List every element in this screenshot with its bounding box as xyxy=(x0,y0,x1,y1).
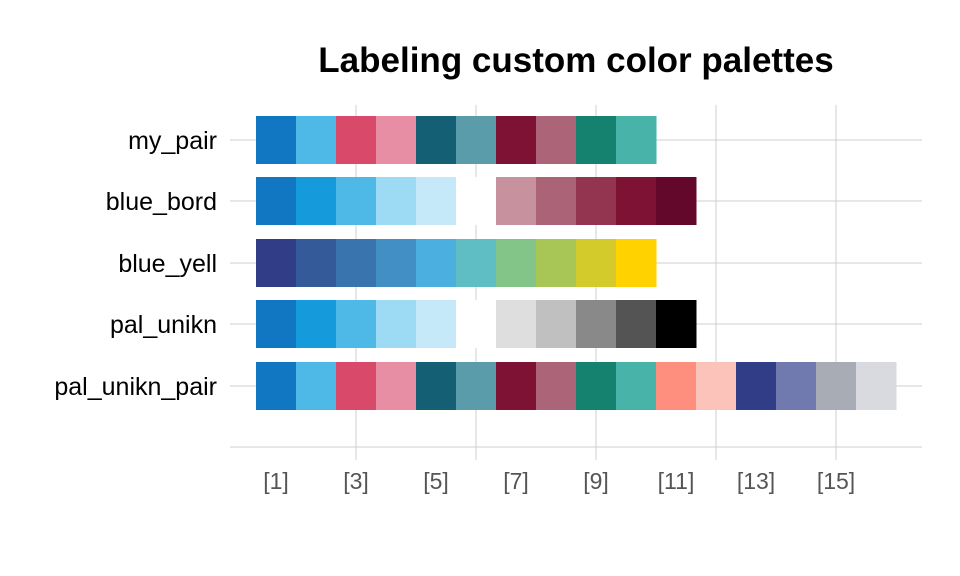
color-tile xyxy=(416,362,457,410)
color-tile xyxy=(416,116,457,164)
color-tile xyxy=(576,239,617,287)
x-tick-label: [1] xyxy=(263,468,289,494)
color-tile xyxy=(656,177,697,225)
color-tile xyxy=(336,177,377,225)
x-tick-label: [3] xyxy=(343,468,369,494)
color-tile xyxy=(376,362,417,410)
color-tile xyxy=(336,300,377,348)
palette-label: blue_bord xyxy=(106,188,217,216)
color-tile xyxy=(256,177,297,225)
color-tile xyxy=(256,116,297,164)
color-tile xyxy=(656,362,697,410)
palette-label: my_pair xyxy=(128,127,217,155)
x-tick-label: [13] xyxy=(737,468,775,494)
chart-title: Labeling custom color palettes xyxy=(318,41,833,80)
color-tile xyxy=(616,362,657,410)
x-tick-label: [11] xyxy=(658,468,695,494)
color-tile xyxy=(656,300,697,348)
color-tile xyxy=(416,239,457,287)
color-tile xyxy=(296,177,337,225)
color-tile xyxy=(576,362,617,410)
palette-label: pal_unikn_pair xyxy=(54,373,217,401)
color-tile xyxy=(496,116,537,164)
color-tile xyxy=(816,362,857,410)
color-tile xyxy=(496,362,537,410)
x-tick-label: [15] xyxy=(817,468,855,494)
color-tile xyxy=(856,362,897,410)
color-tile xyxy=(256,300,297,348)
color-tile xyxy=(616,177,657,225)
color-tile xyxy=(456,177,497,225)
color-tile xyxy=(576,177,617,225)
color-tile xyxy=(296,300,337,348)
palette-tiles xyxy=(256,116,897,410)
color-tile xyxy=(456,300,497,348)
color-tile xyxy=(776,362,817,410)
palette-labels: my_pair blue_bord blue_yell pal_unikn pal_un… xyxy=(54,127,217,401)
color-tile xyxy=(536,177,577,225)
color-tile xyxy=(496,177,537,225)
color-tile xyxy=(296,239,337,287)
palette-label: pal_unikn xyxy=(110,311,217,339)
color-tile xyxy=(576,300,617,348)
palette-label: blue_yell xyxy=(118,250,217,278)
x-tick-labels: [1] [3] [5] [7] [9] [11] [13] [15] xyxy=(263,468,855,494)
color-tile xyxy=(256,239,297,287)
color-tile xyxy=(496,239,537,287)
color-tile xyxy=(376,300,417,348)
color-tile xyxy=(616,116,657,164)
color-tile xyxy=(536,362,577,410)
x-tick-label: [9] xyxy=(583,468,609,494)
color-tile xyxy=(296,362,337,410)
color-tile xyxy=(416,177,457,225)
color-tile xyxy=(456,362,497,410)
color-tile xyxy=(256,362,297,410)
color-tile xyxy=(296,116,337,164)
color-tile xyxy=(496,300,537,348)
color-tile xyxy=(336,239,377,287)
color-tile xyxy=(616,300,657,348)
color-tile xyxy=(536,116,577,164)
color-tile xyxy=(696,362,737,410)
color-tile xyxy=(376,239,417,287)
color-tile xyxy=(416,300,457,348)
color-tile xyxy=(336,362,377,410)
color-tile xyxy=(376,177,417,225)
color-tile xyxy=(376,116,417,164)
color-tile xyxy=(336,116,377,164)
x-tick-label: [7] xyxy=(503,468,529,494)
color-tile xyxy=(536,239,577,287)
color-tile xyxy=(736,362,777,410)
color-tile xyxy=(616,239,657,287)
color-tile xyxy=(456,239,497,287)
color-tile xyxy=(576,116,617,164)
color-tile xyxy=(456,116,497,164)
x-tick-label: [5] xyxy=(423,468,449,494)
color-tile xyxy=(536,300,577,348)
